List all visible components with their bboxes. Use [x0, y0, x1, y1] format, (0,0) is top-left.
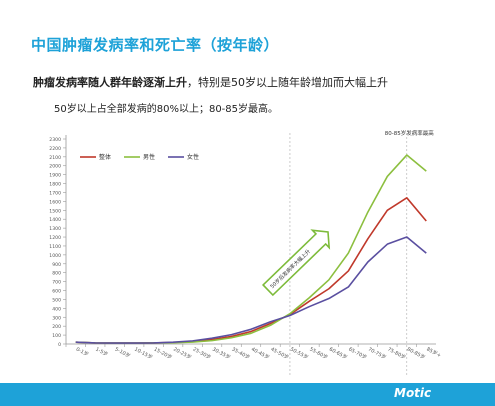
x-tick-label: 80-85岁: [406, 346, 427, 361]
legend-label: 女性: [187, 153, 199, 161]
y-tick-label: 300: [52, 315, 61, 321]
x-tick-label: 70-75岁: [367, 346, 388, 361]
x-tick-label: 50-55岁: [289, 346, 310, 361]
x-tick-label: 5-10岁: [114, 346, 132, 360]
x-tick-label: 45-50岁: [270, 346, 291, 361]
y-tick-label: 800: [52, 271, 61, 277]
y-tick-label: 700: [52, 280, 61, 286]
y-tick-label: 900: [52, 262, 61, 268]
x-tick-label: 55-60岁: [308, 346, 329, 361]
x-tick-label: 65-70岁: [347, 346, 368, 361]
summary-line-2: 50岁以上占全部发病的80%以上；80-85岁最高。: [54, 104, 279, 115]
annotation-arrow: 50岁后发病率大幅上升: [262, 229, 331, 297]
annotation-arrow-shape: [262, 229, 331, 297]
x-tick-label: 40-45岁: [250, 346, 271, 361]
y-tick-label: 200: [52, 324, 61, 330]
y-tick-label: 2000: [49, 164, 61, 170]
y-tick-label: 1200: [49, 235, 61, 241]
x-tick-label: 20-25岁: [172, 346, 193, 361]
series-line-2: [75, 236, 427, 344]
y-tick-label: 1300: [49, 226, 61, 232]
y-tick-label: 0: [58, 342, 61, 348]
y-tick-label: 600: [52, 289, 61, 295]
y-tick-label: 2200: [49, 146, 61, 152]
annotation-top: 80-85岁发病率最高: [385, 129, 434, 137]
y-tick-label: 1000: [49, 253, 61, 259]
x-tick-label: 25-30岁: [192, 346, 213, 361]
series-line-0: [75, 197, 427, 344]
x-tick-label: 30-35岁: [211, 346, 232, 361]
x-tick-label: 35-40岁: [231, 346, 252, 361]
y-tick-label: 1600: [49, 199, 61, 205]
x-tick-label: 75-80岁: [386, 346, 407, 361]
y-tick-label: 2100: [49, 155, 61, 161]
x-tick-label: 85岁+: [425, 346, 442, 359]
legend-label: 男性: [143, 153, 155, 161]
motic-logo: Motic: [394, 386, 432, 400]
y-tick-label: 100: [52, 333, 61, 339]
slide-title: 中国肿瘤发病率和死亡率（按年龄）: [31, 36, 280, 54]
y-tick-label: 1700: [49, 190, 61, 196]
x-tick-label: 0-1岁: [75, 346, 90, 358]
y-tick-label: 1400: [49, 217, 61, 223]
series-line-1: [75, 154, 427, 344]
x-tick-label: 15-20岁: [153, 346, 174, 361]
summary-bold-part: 肿瘤发病率随人群年龄逐渐上升: [33, 76, 187, 89]
y-tick-label: 2300: [49, 137, 61, 143]
legend-label: 整体: [99, 153, 111, 161]
y-tick-label: 500: [52, 297, 61, 303]
x-tick-label: 60-65岁: [328, 346, 349, 361]
y-tick-label: 400: [52, 306, 61, 312]
x-tick-label: 10-15岁: [133, 346, 154, 361]
footer-band: [0, 383, 495, 406]
y-tick-label: 1800: [49, 182, 61, 188]
y-tick-label: 1500: [49, 208, 61, 214]
summary-line-1: 肿瘤发病率随人群年龄逐渐上升，特别是50岁以上随年龄增加而大幅上升: [33, 74, 388, 90]
y-tick-label: 1900: [49, 173, 61, 179]
summary-rest-part: ，特别是50岁以上随年龄增加而大幅上升: [187, 76, 388, 89]
y-tick-label: 1100: [49, 244, 61, 250]
x-tick-label: 1-5岁: [94, 346, 109, 358]
